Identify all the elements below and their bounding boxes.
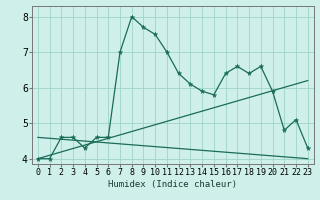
X-axis label: Humidex (Indice chaleur): Humidex (Indice chaleur): [108, 180, 237, 189]
